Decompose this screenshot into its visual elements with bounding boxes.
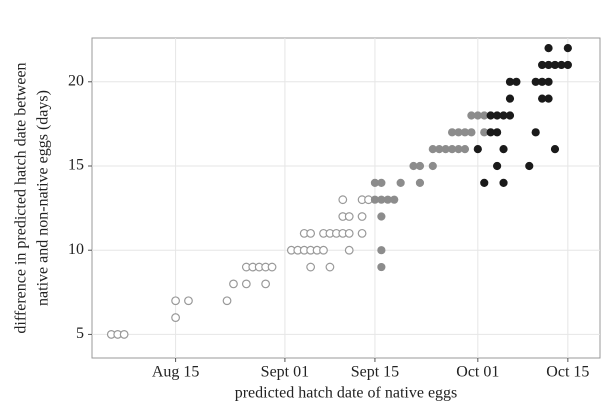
point <box>512 77 521 86</box>
point <box>267 262 277 272</box>
x-tick-label: Sept 15 <box>351 364 399 381</box>
point <box>505 111 515 120</box>
x-tick-label: Oct 01 <box>456 364 499 381</box>
point <box>460 145 470 154</box>
point <box>344 212 354 221</box>
point <box>563 44 572 53</box>
point <box>505 94 515 103</box>
y-tick-label: 20 <box>68 72 84 89</box>
point <box>550 145 560 154</box>
point <box>428 161 437 171</box>
point <box>171 313 180 322</box>
y-axis-label: difference in predicted hatch date betwe… <box>13 62 30 333</box>
point <box>338 195 348 205</box>
point <box>344 228 354 238</box>
point <box>563 60 572 70</box>
point <box>499 178 508 187</box>
point <box>306 228 316 238</box>
point <box>222 296 232 306</box>
point <box>415 161 425 171</box>
point <box>241 279 251 289</box>
y-axis-label: native and non-native eggs (days) <box>35 90 52 306</box>
point <box>473 145 482 154</box>
point <box>531 128 540 137</box>
point <box>119 330 129 339</box>
x-axis-label: predicted hatch date of native eggs <box>235 385 458 402</box>
x-tick-label: Aug 15 <box>152 364 200 381</box>
y-tick-label: 10 <box>68 241 84 258</box>
point <box>344 245 354 255</box>
point <box>544 94 553 103</box>
point <box>171 296 180 306</box>
point <box>544 77 553 86</box>
point <box>184 296 193 306</box>
point <box>493 161 502 171</box>
point <box>377 246 386 255</box>
point <box>306 262 316 272</box>
point <box>499 145 508 154</box>
point <box>396 178 405 187</box>
point <box>357 212 367 221</box>
point <box>415 178 425 187</box>
point <box>467 128 476 137</box>
point <box>325 262 335 272</box>
point <box>229 279 238 289</box>
point <box>493 128 502 137</box>
point <box>319 245 328 255</box>
point <box>377 262 386 272</box>
y-tick-label: 15 <box>68 157 84 174</box>
point <box>357 228 367 238</box>
x-tick-label: Oct 15 <box>546 364 589 381</box>
x-tick-label: Sept 01 <box>261 364 309 381</box>
point <box>377 178 386 187</box>
point <box>377 212 386 221</box>
point <box>525 161 534 171</box>
y-tick-label: 5 <box>76 325 84 342</box>
point <box>544 44 553 53</box>
point <box>480 178 489 187</box>
point <box>390 195 399 204</box>
point <box>261 279 271 289</box>
